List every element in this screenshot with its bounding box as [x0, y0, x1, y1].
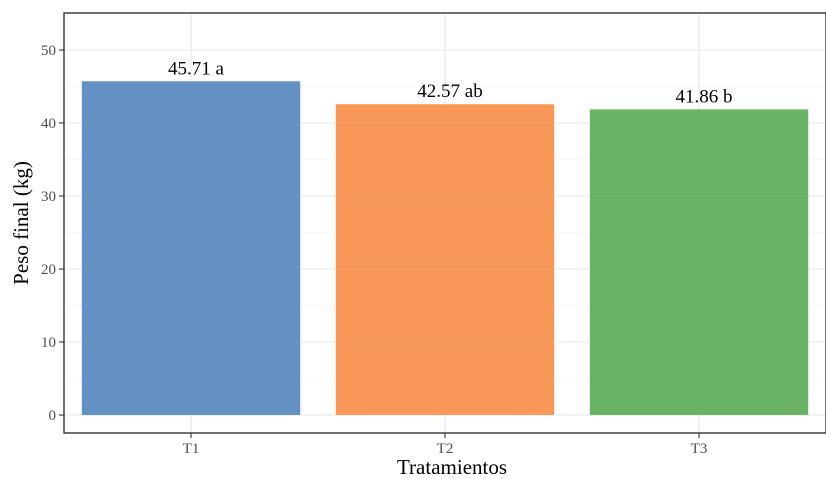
y-tick-label: 50 [41, 43, 56, 59]
x-axis: T1 T2 T3 [183, 433, 708, 457]
bar-t1 [81, 81, 301, 415]
data-label-t3: 41.86 b [676, 86, 733, 107]
bars [64, 49, 826, 416]
y-axis-title: Peso final (kg) [9, 161, 33, 285]
data-labels: 45.71 a 42.57 ab 41.86 b [168, 58, 732, 107]
y-tick-label: 40 [41, 116, 56, 132]
bar-t3 [589, 109, 809, 415]
y-tick-label: 30 [41, 189, 56, 205]
y-tick-label: 10 [41, 335, 56, 351]
data-label-t1: 45.71 a [168, 58, 225, 79]
x-tick-label: T2 [437, 441, 454, 457]
x-tick-label: T1 [183, 441, 200, 457]
x-tick-label: T3 [691, 441, 708, 457]
y-tick-label: 20 [41, 262, 56, 278]
y-tick-label: 0 [49, 408, 57, 424]
data-label-t2: 42.57 ab [417, 81, 482, 102]
y-axis: 0 10 20 30 40 50 [41, 43, 64, 424]
bar-t2 [335, 104, 555, 415]
x-axis-title: Tratamientos [397, 455, 507, 479]
